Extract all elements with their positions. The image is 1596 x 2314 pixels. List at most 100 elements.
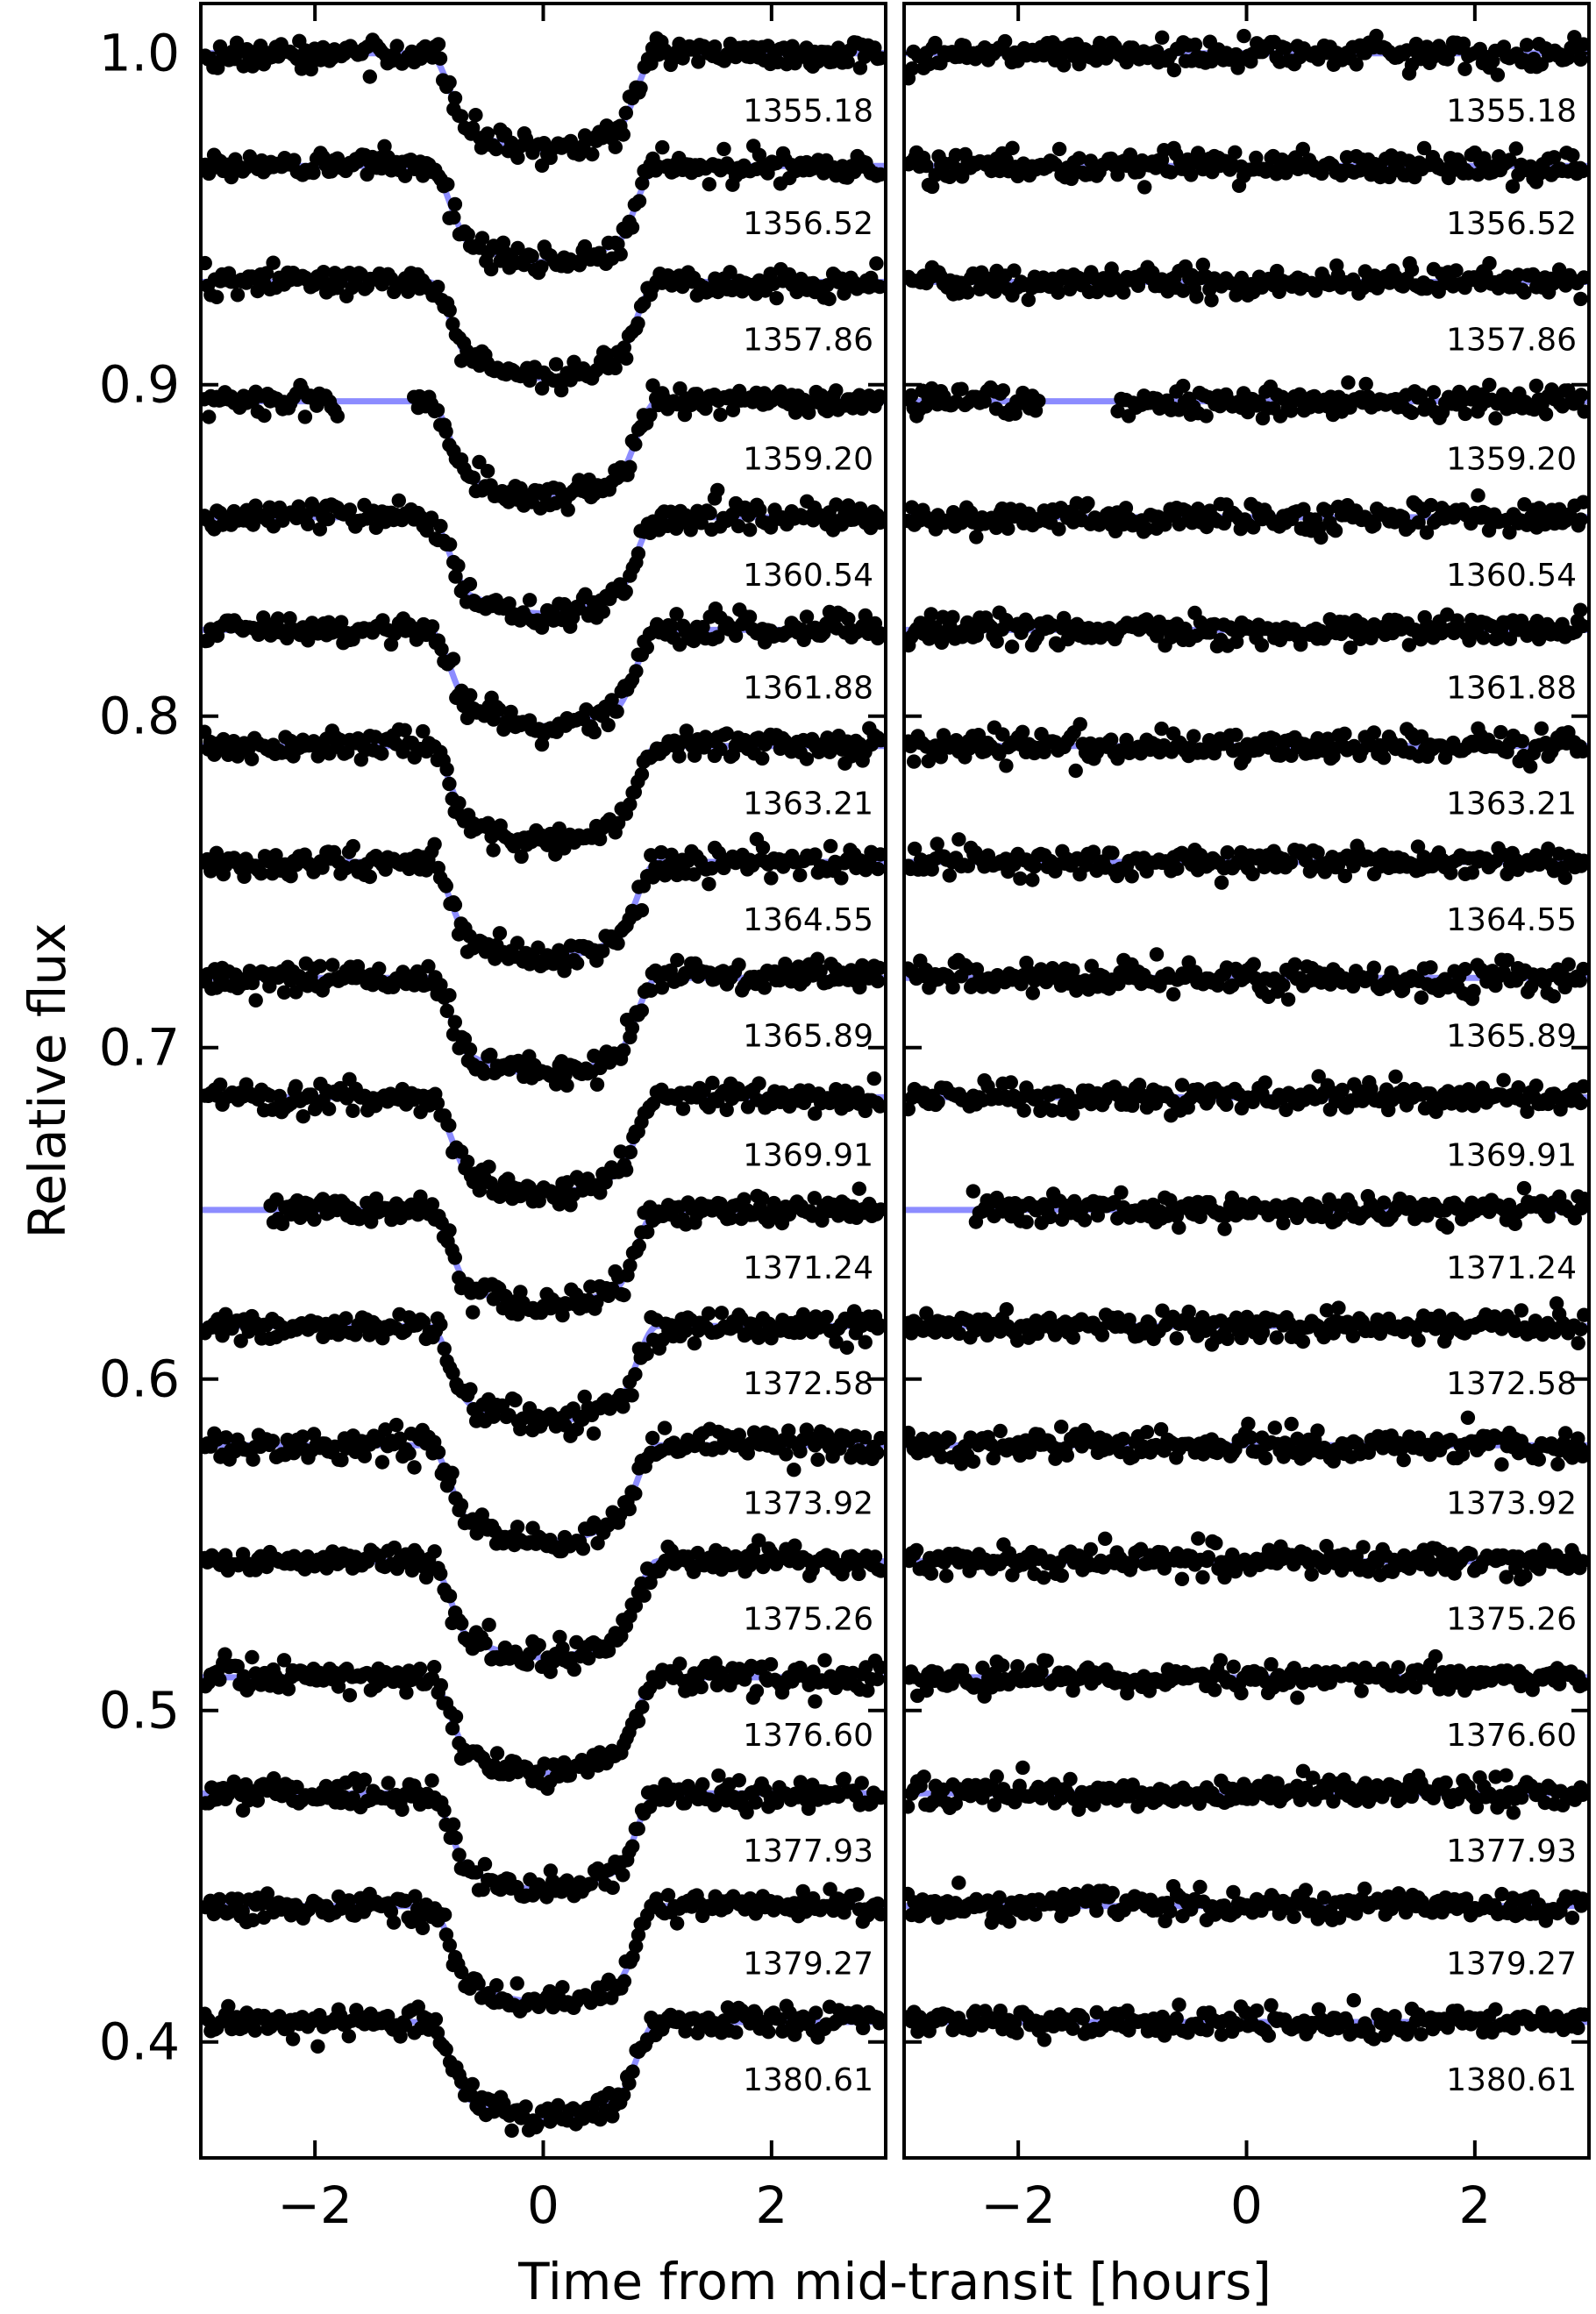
data-point <box>742 523 758 538</box>
data-point <box>442 537 458 552</box>
data-point <box>230 288 246 303</box>
data-point <box>1110 403 1125 419</box>
light-curve-1356.52 <box>201 139 886 281</box>
data-point <box>1176 283 1191 298</box>
data-point <box>625 2064 640 2079</box>
data-point <box>445 1465 460 1481</box>
data-point <box>850 1887 865 1902</box>
data-point <box>463 687 478 703</box>
data-point <box>445 1720 460 1736</box>
data-point <box>729 2025 744 2040</box>
data-point <box>616 1868 631 1883</box>
data-point <box>577 1389 592 1405</box>
data-point <box>462 1042 478 1057</box>
y-tick-label: 0.4 <box>99 2012 180 2072</box>
data-point <box>695 620 710 635</box>
data-point <box>691 54 706 69</box>
data-point <box>787 1463 802 1477</box>
data-point <box>672 749 687 764</box>
data-point <box>873 733 886 748</box>
data-point <box>851 1566 866 1582</box>
data-point <box>437 1907 452 1922</box>
data-point <box>297 409 313 424</box>
data-point <box>1482 256 1497 271</box>
data-point <box>276 1653 292 1668</box>
data-point <box>625 1839 640 1854</box>
data-point <box>381 1776 395 1791</box>
data-point <box>731 1773 746 1788</box>
data-point <box>1295 141 1311 157</box>
data-point <box>569 956 585 971</box>
data-point <box>1505 179 1521 194</box>
data-point <box>640 1224 655 1240</box>
data-point <box>237 869 252 884</box>
data-point <box>711 1768 726 1784</box>
data-point <box>368 1191 384 1207</box>
light-curve-1371.24 <box>201 1181 886 1323</box>
light-curve-1372.58 <box>201 1304 886 1443</box>
data-point <box>407 1460 422 1475</box>
data-point <box>635 1699 650 1714</box>
data-point <box>801 1801 816 1816</box>
data-point <box>1195 257 1211 273</box>
epoch-label: 1377.93 <box>743 1833 873 1869</box>
plot-area <box>201 31 886 2138</box>
y-tick-label: 0.7 <box>99 1018 180 1078</box>
data-point <box>560 502 575 517</box>
data-point <box>566 1662 581 1677</box>
data-point <box>823 1882 837 1897</box>
data-point <box>465 120 481 136</box>
data-point <box>904 388 919 403</box>
data-point <box>737 1192 752 1207</box>
data-point <box>438 2042 453 2057</box>
data-point <box>442 1589 458 1604</box>
data-point <box>274 1216 290 1232</box>
data-point <box>1502 153 1517 167</box>
data-point <box>654 980 670 995</box>
data-point <box>346 838 360 854</box>
data-point <box>675 1101 691 1116</box>
data-point <box>616 340 631 355</box>
data-point <box>1490 68 1506 82</box>
data-point <box>472 454 487 470</box>
data-point <box>719 726 734 741</box>
data-point <box>631 1238 646 1254</box>
data-point <box>445 1365 460 1381</box>
data-point <box>763 520 779 535</box>
data-point <box>1199 409 1214 424</box>
data-point <box>433 518 448 534</box>
data-point <box>873 847 886 862</box>
data-point <box>873 515 886 530</box>
data-point <box>820 278 835 293</box>
data-point <box>644 983 659 998</box>
data-point <box>664 619 679 634</box>
data-point <box>452 1848 467 1862</box>
epoch-label: 1371.24 <box>743 1250 873 1286</box>
epoch-label: 1379.27 <box>743 1947 873 1983</box>
data-point <box>788 405 803 420</box>
data-point <box>616 1399 631 1414</box>
data-point <box>819 1309 834 1325</box>
data-point <box>871 861 886 877</box>
data-point <box>628 1367 643 1382</box>
data-point <box>645 1430 660 1446</box>
data-point <box>233 1334 248 1349</box>
data-point <box>589 1077 605 1093</box>
data-point <box>221 1998 236 2014</box>
data-point <box>433 978 448 993</box>
data-point <box>447 1015 462 1029</box>
data-point <box>454 1616 469 1631</box>
data-point <box>622 2075 637 2091</box>
data-point <box>749 1684 765 1698</box>
data-point <box>244 751 260 766</box>
data-point <box>870 1896 886 1912</box>
data-point <box>1155 30 1170 45</box>
data-point <box>465 2076 480 2092</box>
light-curve-1380.61 <box>201 1998 886 2138</box>
data-point <box>755 840 771 855</box>
light-curve-1363.21 <box>201 721 886 865</box>
data-point <box>427 1544 442 1559</box>
y-tick-label: 0.5 <box>99 1681 180 1741</box>
data-point <box>289 985 303 1000</box>
data-point <box>510 150 525 165</box>
